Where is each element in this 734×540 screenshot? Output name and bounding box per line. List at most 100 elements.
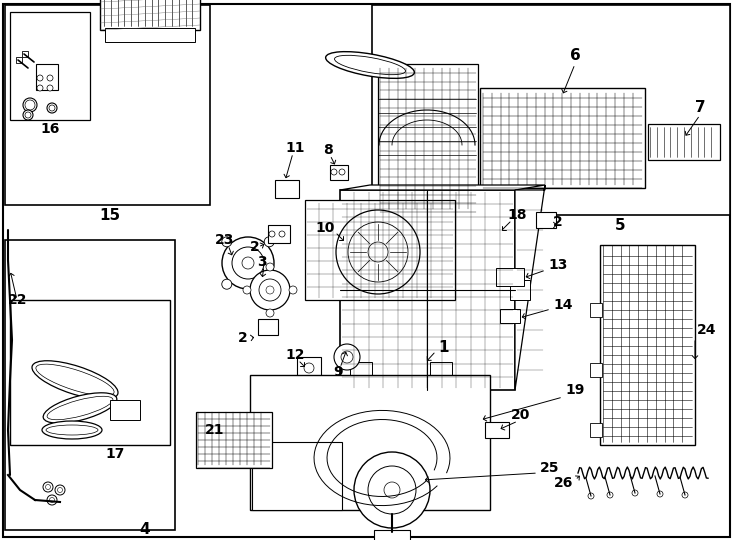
- Text: 5: 5: [614, 218, 625, 233]
- Bar: [10, 12, 90, 120]
- Bar: [378, 64, 478, 212]
- Text: 2: 2: [553, 215, 563, 229]
- Circle shape: [47, 75, 53, 81]
- Circle shape: [348, 222, 408, 282]
- Text: 2: 2: [239, 331, 248, 345]
- Bar: [380, 211, 390, 220]
- Text: 11: 11: [286, 141, 305, 155]
- Circle shape: [46, 484, 51, 489]
- Text: 16: 16: [40, 122, 59, 136]
- Circle shape: [250, 270, 290, 310]
- Text: 3: 3: [257, 255, 267, 269]
- Circle shape: [47, 103, 57, 113]
- Bar: [500, 309, 520, 323]
- Text: 9: 9: [333, 365, 343, 379]
- Bar: [268, 225, 290, 243]
- Text: 2: 2: [250, 240, 260, 254]
- Circle shape: [632, 490, 638, 496]
- Circle shape: [269, 231, 275, 237]
- Bar: [110, 400, 140, 420]
- Text: 22: 22: [8, 293, 27, 307]
- Circle shape: [25, 100, 35, 110]
- Circle shape: [37, 85, 43, 91]
- Polygon shape: [340, 185, 545, 190]
- Bar: [374, 530, 410, 540]
- Circle shape: [242, 257, 254, 269]
- Bar: [350, 362, 372, 378]
- Bar: [297, 357, 321, 377]
- Text: 4: 4: [139, 523, 150, 537]
- Circle shape: [49, 105, 55, 111]
- Circle shape: [222, 279, 232, 289]
- Bar: [16, 57, 22, 63]
- Bar: [36, 64, 58, 90]
- Circle shape: [222, 237, 274, 289]
- Circle shape: [279, 231, 285, 237]
- Text: 1: 1: [438, 341, 448, 355]
- Circle shape: [331, 169, 337, 175]
- Bar: [340, 190, 515, 390]
- Text: 12: 12: [286, 348, 305, 362]
- Text: 17: 17: [105, 447, 125, 461]
- Text: 6: 6: [570, 49, 581, 64]
- Bar: [105, 28, 195, 42]
- Ellipse shape: [36, 364, 114, 396]
- Text: 23: 23: [215, 233, 235, 247]
- Circle shape: [55, 485, 65, 495]
- Circle shape: [341, 351, 353, 363]
- Bar: [330, 165, 348, 180]
- Bar: [250, 375, 490, 510]
- Bar: [536, 212, 556, 228]
- Circle shape: [222, 237, 232, 247]
- Ellipse shape: [335, 55, 405, 75]
- Bar: [372, 5, 730, 215]
- Circle shape: [243, 286, 251, 294]
- Circle shape: [232, 247, 264, 279]
- Ellipse shape: [326, 52, 415, 78]
- Bar: [430, 362, 452, 378]
- Circle shape: [43, 482, 53, 492]
- Ellipse shape: [47, 396, 113, 420]
- Circle shape: [588, 493, 594, 499]
- Text: 8: 8: [323, 143, 333, 157]
- Circle shape: [47, 85, 53, 91]
- Bar: [305, 200, 455, 300]
- Circle shape: [384, 482, 400, 498]
- Text: 15: 15: [99, 208, 120, 223]
- Bar: [252, 442, 342, 510]
- Ellipse shape: [42, 421, 102, 439]
- Text: 20: 20: [512, 408, 531, 422]
- Bar: [590, 303, 602, 317]
- Bar: [496, 268, 524, 286]
- Circle shape: [259, 279, 281, 301]
- Circle shape: [354, 452, 430, 528]
- Bar: [196, 412, 272, 468]
- Circle shape: [334, 344, 360, 370]
- Bar: [430, 202, 452, 218]
- Ellipse shape: [43, 393, 117, 423]
- Bar: [5, 240, 175, 530]
- Circle shape: [37, 75, 43, 81]
- Bar: [648, 124, 720, 160]
- Bar: [455, 211, 465, 220]
- Circle shape: [23, 98, 37, 112]
- Text: 19: 19: [565, 383, 584, 397]
- Text: 7: 7: [694, 100, 705, 116]
- Bar: [600, 245, 695, 445]
- Circle shape: [682, 492, 688, 498]
- Text: 14: 14: [553, 298, 573, 312]
- Text: 26: 26: [553, 476, 573, 490]
- Circle shape: [49, 497, 54, 503]
- Bar: [480, 88, 645, 188]
- Circle shape: [657, 491, 663, 497]
- Circle shape: [336, 210, 420, 294]
- Circle shape: [57, 488, 62, 492]
- Bar: [5, 5, 210, 205]
- Bar: [22, 51, 28, 57]
- Circle shape: [368, 466, 416, 514]
- Bar: [258, 319, 278, 335]
- Circle shape: [266, 309, 274, 317]
- Ellipse shape: [46, 425, 98, 435]
- Circle shape: [289, 286, 297, 294]
- Text: 10: 10: [316, 221, 335, 235]
